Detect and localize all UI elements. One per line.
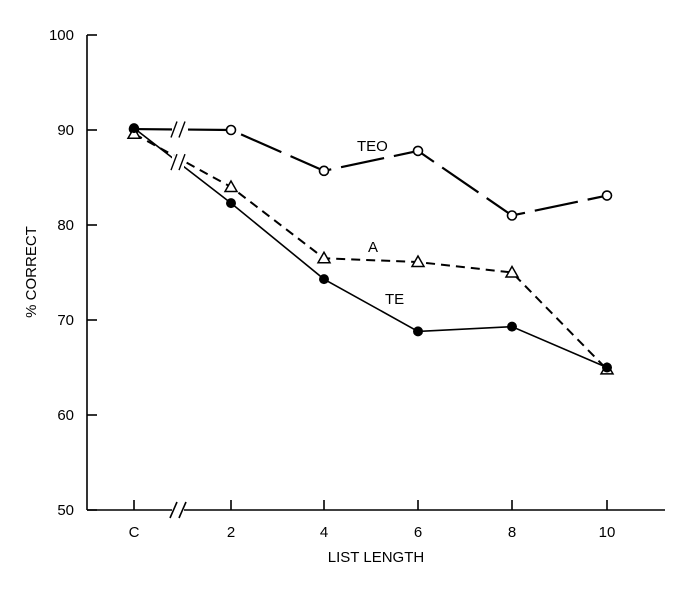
data-point-te bbox=[602, 362, 612, 373]
y-tick-label: 50 bbox=[57, 502, 74, 519]
data-point-te bbox=[129, 123, 139, 134]
data-point-a bbox=[410, 254, 426, 268]
series-break-teo bbox=[170, 121, 186, 138]
y-axis-ticks: 50 60 70 80 90 100 bbox=[49, 27, 97, 519]
x-axis-ticks: C 2 4 6 8 10 bbox=[129, 500, 616, 541]
series-break-te bbox=[170, 153, 186, 171]
y-tick-label: 60 bbox=[57, 407, 74, 424]
data-point-teo bbox=[601, 190, 613, 201]
data-point-te bbox=[413, 326, 423, 337]
data-point-teo bbox=[225, 124, 237, 136]
y-axis-title: % CORRECT bbox=[23, 226, 40, 318]
series-line-a bbox=[133, 132, 608, 371]
y-tick-label: 80 bbox=[57, 217, 74, 234]
data-point-a bbox=[316, 250, 332, 264]
x-axis-title: LIST LENGTH bbox=[328, 549, 424, 566]
series-te bbox=[129, 123, 612, 373]
y-tick-label: 90 bbox=[57, 122, 74, 139]
series-label-te: TE bbox=[385, 291, 404, 308]
x-tick-label: 10 bbox=[599, 524, 616, 541]
x-tick-label: 2 bbox=[227, 524, 235, 541]
series-line-te bbox=[133, 127, 608, 369]
data-point-te bbox=[319, 274, 329, 285]
x-tick-label: 8 bbox=[508, 524, 516, 541]
data-point-teo bbox=[506, 210, 518, 221]
x-tick-label: 4 bbox=[320, 524, 328, 541]
x-axis-break bbox=[169, 501, 187, 519]
x-tick-label: C bbox=[129, 524, 140, 541]
data-point-te bbox=[507, 321, 517, 332]
y-tick-label: 100 bbox=[49, 27, 74, 44]
y-tick-label: 70 bbox=[57, 312, 74, 329]
data-point-teo bbox=[318, 165, 330, 177]
series-line-teo bbox=[133, 127, 608, 217]
data-point-a bbox=[223, 179, 239, 193]
series-label-a: A bbox=[368, 239, 378, 256]
data-point-teo bbox=[412, 145, 424, 157]
x-tick-label: 6 bbox=[414, 524, 422, 541]
data-point-a bbox=[504, 264, 520, 278]
data-point-te bbox=[226, 198, 236, 209]
series-group bbox=[126, 121, 615, 375]
series-label-teo: TEO bbox=[357, 138, 388, 155]
